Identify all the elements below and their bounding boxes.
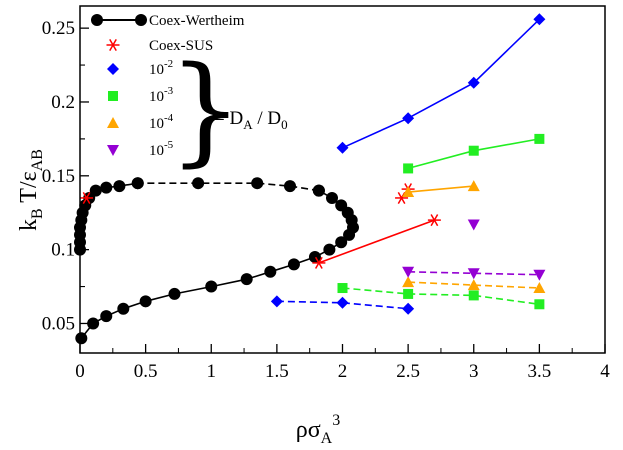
point-1e-4-1-1 xyxy=(467,279,480,291)
axes: 0 0.5 1 1.5 2 2.5 3 3.5 4 0.05 0.1 0.15 0.2 0.25 xyxy=(42,18,611,382)
point-Coex-Wertheim-0-1 xyxy=(87,317,100,330)
legend-entry-1e-4: 10-4 xyxy=(107,112,174,132)
series-Coex-Wertheim-line-0 xyxy=(80,189,354,339)
y-tick-label: 0.25 xyxy=(42,18,75,39)
legend-marker xyxy=(107,117,119,128)
point-1e-3-1-0 xyxy=(337,283,348,294)
point-Coex-Wertheim-0-9 xyxy=(287,258,300,271)
series-Coex-SUS-line-0 xyxy=(318,219,435,264)
point-Coex-Wertheim-0-17 xyxy=(335,199,348,212)
legend-entry-1e-2: 10-2 xyxy=(107,58,173,78)
x-tick-label: 1.5 xyxy=(265,361,289,382)
legend-marker xyxy=(107,63,119,75)
y-tick-label: 0.05 xyxy=(42,313,75,334)
point-1e-3-1-3 xyxy=(534,299,545,310)
point-Coex-Wertheim-0-18 xyxy=(326,191,338,204)
y-tick-label: 0.1 xyxy=(51,240,75,261)
point-Coex-SUS-0-1 xyxy=(427,214,441,227)
legend-marker xyxy=(91,14,103,26)
point-Coex-Wertheim-0-3 xyxy=(117,302,130,315)
point-Coex-Wertheim-0-7 xyxy=(240,273,253,286)
point-Coex-Wertheim-0-11 xyxy=(323,243,336,256)
point-Coex-Wertheim-2-0 xyxy=(131,177,144,190)
point-1e-2-1-0 xyxy=(270,295,283,308)
point-1e-3-0-0 xyxy=(403,163,414,174)
legend-marker xyxy=(108,91,118,101)
point-1e-4-0-1 xyxy=(467,180,480,192)
point-Coex-Wertheim-0-2 xyxy=(100,310,113,323)
x-tick-label: 2 xyxy=(338,361,348,382)
point-1e-3-1-1 xyxy=(403,288,414,299)
legend-marker xyxy=(107,145,119,156)
point-1e-4-0-0 xyxy=(402,186,415,198)
point-1e-5-0-1 xyxy=(467,268,480,280)
x-tick-label: 4 xyxy=(600,361,610,382)
x-tick-label: 0.5 xyxy=(134,361,158,382)
point-1e-5-0-2 xyxy=(533,269,546,281)
y-axis-title: kB T/εAB xyxy=(16,149,46,231)
series-1e-2-line-0 xyxy=(342,18,540,149)
point-Coex-SUS-0-0 xyxy=(312,256,326,269)
y-tick-label: 0.2 xyxy=(51,92,75,113)
legend-annotation: = DA / D0 xyxy=(214,108,288,132)
point-Coex-Wertheim-0-5 xyxy=(168,287,181,300)
point-1e-2-0-1 xyxy=(402,112,415,125)
point-1e-3-1-2 xyxy=(468,290,479,301)
point-1e-4-1-2 xyxy=(533,282,546,294)
point-Coex-Wertheim-1-1 xyxy=(284,180,296,193)
legend: Coex-Wertheim Coex-SUS 10-2 10-3 10-4 10-5 xyxy=(91,13,245,159)
point-1e-3-0-2 xyxy=(534,133,545,144)
legend-marker xyxy=(106,38,120,52)
x-axis-title: ρσA3 xyxy=(296,412,340,447)
y-tick-label: 0.15 xyxy=(42,166,75,187)
point-Coex-Wertheim-1-3 xyxy=(192,177,205,190)
legend-entry-Coex-SUS: Coex-SUS xyxy=(106,38,213,54)
point-Coex-Wertheim-2-1 xyxy=(113,180,126,193)
legend-entry-Coex-Wertheim: Coex-Wertheim xyxy=(91,13,245,29)
point-Coex-SUS-2-0 xyxy=(80,191,94,204)
legend-label: Coex-SUS xyxy=(149,38,213,54)
x-tick-label: 1 xyxy=(207,361,217,382)
plot-markers xyxy=(74,13,546,345)
x-tick-label: 2.5 xyxy=(396,361,420,382)
point-Coex-Wertheim-0-12 xyxy=(335,236,348,249)
legend-marker xyxy=(135,14,147,26)
point-Coex-Wertheim-1-2 xyxy=(251,177,264,190)
legend-entry-1e-5: 10-5 xyxy=(107,139,174,159)
x-tick-label: 3 xyxy=(469,361,479,382)
point-1e-3-0-1 xyxy=(468,145,479,156)
point-1e-4-1-0 xyxy=(402,276,415,288)
legend-entry-1e-3: 10-3 xyxy=(108,85,174,105)
point-Coex-Wertheim-1-0 xyxy=(312,184,325,197)
brace-glyph: } xyxy=(168,40,243,178)
point-Coex-Wertheim-0-4 xyxy=(139,295,152,308)
point-Coex-Wertheim-0-0 xyxy=(75,332,88,345)
point-Coex-Wertheim-0-8 xyxy=(264,265,277,278)
series-1e-3-line-1 xyxy=(342,287,540,306)
point-1e-2-0-2 xyxy=(467,76,480,89)
point-1e-2-1-1 xyxy=(336,296,349,309)
point-1e-5-1-0 xyxy=(467,219,480,231)
point-Coex-Wertheim-0-6 xyxy=(205,280,218,293)
point-1e-5-0-0 xyxy=(402,266,415,278)
point-1e-2-1-2 xyxy=(402,302,415,315)
point-1e-2-0-3 xyxy=(533,13,546,26)
series-1e-4-line-0 xyxy=(408,185,474,193)
x-tick-label: 0 xyxy=(75,361,85,382)
x-tick-label: 3.5 xyxy=(528,361,552,382)
point-1e-2-0-0 xyxy=(336,141,349,154)
point-Coex-Wertheim-2-2 xyxy=(100,181,113,194)
legend-label: Coex-Wertheim xyxy=(149,13,245,29)
